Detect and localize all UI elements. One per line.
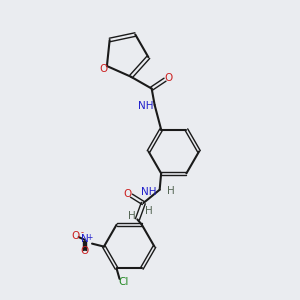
Text: Cl: Cl bbox=[119, 278, 129, 287]
Text: +: + bbox=[86, 232, 93, 242]
Text: N: N bbox=[81, 234, 88, 244]
Text: O: O bbox=[123, 189, 132, 199]
Text: H: H bbox=[128, 212, 136, 221]
Text: NH: NH bbox=[141, 187, 157, 197]
Text: H: H bbox=[145, 206, 152, 215]
Text: O: O bbox=[72, 231, 80, 241]
Text: H: H bbox=[167, 186, 175, 196]
Text: NH: NH bbox=[138, 101, 154, 111]
Text: -: - bbox=[80, 228, 83, 237]
Text: O: O bbox=[80, 246, 89, 256]
Text: O: O bbox=[165, 73, 173, 83]
Text: O: O bbox=[100, 64, 108, 74]
